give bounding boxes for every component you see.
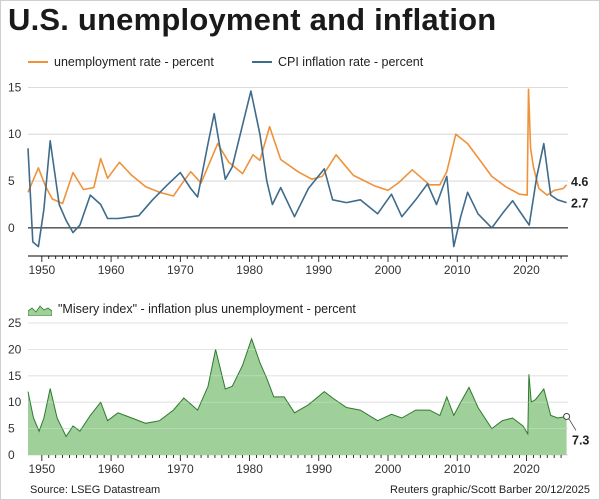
misery-end-label: 7.3 — [572, 433, 589, 447]
misery-area — [28, 338, 567, 455]
legend-cpi-swatch — [252, 60, 272, 63]
y-tick-label: 20 — [8, 342, 22, 356]
y-tick-label: 5 — [8, 174, 15, 188]
x-tick-label: 2010 — [444, 462, 471, 476]
cpi-end-label: 2.7 — [571, 197, 588, 211]
x-tick-label: 1980 — [236, 462, 263, 476]
x-tick-label: 2020 — [513, 462, 540, 476]
credit-note: Reuters graphic/Scott Barber 20/12/2025 — [390, 484, 590, 496]
x-tick-label: 1950 — [28, 263, 55, 277]
y-tick-label: 5 — [8, 422, 15, 436]
legend-misery-label: "Misery index" - inflation plus unemploy… — [58, 302, 356, 316]
x-tick-label: 1950 — [28, 462, 55, 476]
misery-end-marker — [563, 412, 571, 420]
x-tick-label: 1970 — [167, 263, 194, 277]
y-tick-label: 15 — [8, 80, 22, 94]
unemployment-line — [27, 88, 568, 205]
y-tick-label: 25 — [8, 316, 22, 330]
panel-2: 0 5 10 15 20 25 1950 1960 1970 1980 1990 2000 2010 20… — [8, 316, 589, 476]
legend-misery: "Misery index" - inflation plus unemploy… — [28, 302, 356, 316]
unemployment-end-label: 4.6 — [571, 175, 588, 189]
legend-cpi: CPI inflation rate - percent — [252, 55, 423, 69]
misery-line — [27, 337, 567, 438]
legend-unemployment: unemployment rate - percent — [28, 55, 214, 69]
x-tick-label: 1960 — [98, 462, 125, 476]
panel-1: 0 5 10 15 1950 1960 1970 1980 1990 2000 2010 2020 4.… — [8, 80, 588, 277]
y-tick-label: 15 — [8, 369, 22, 383]
y-tick-label: 10 — [8, 395, 22, 409]
x-tick-label: 2000 — [375, 462, 402, 476]
legend-cpi-label: CPI inflation rate - percent — [278, 55, 424, 69]
x-tick-label: 2010 — [444, 263, 471, 277]
legend-unemployment-label: unemployment rate - percent — [54, 55, 214, 69]
x-tick-label: 2020 — [513, 263, 540, 277]
source-note: Source: LSEG Datastream — [30, 484, 161, 496]
y-tick-label: 0 — [8, 221, 15, 235]
x-tick-label: 1970 — [167, 462, 194, 476]
y-tick-label: 10 — [8, 127, 22, 141]
x-tick-label: 1990 — [305, 462, 332, 476]
cpi-line — [27, 90, 567, 248]
x-tick-label: 1980 — [236, 263, 263, 277]
misery-end-leader — [568, 418, 577, 431]
legend-unemployment-swatch — [28, 60, 48, 63]
y-tick-label: 0 — [8, 448, 15, 462]
legend-misery-swatch — [28, 305, 52, 316]
x-tick-label: 2000 — [375, 263, 402, 277]
x-tick-label: 1960 — [98, 263, 125, 277]
x-tick-label: 1990 — [305, 263, 332, 277]
chart-title: U.S. unemployment and inflation — [8, 2, 497, 37]
